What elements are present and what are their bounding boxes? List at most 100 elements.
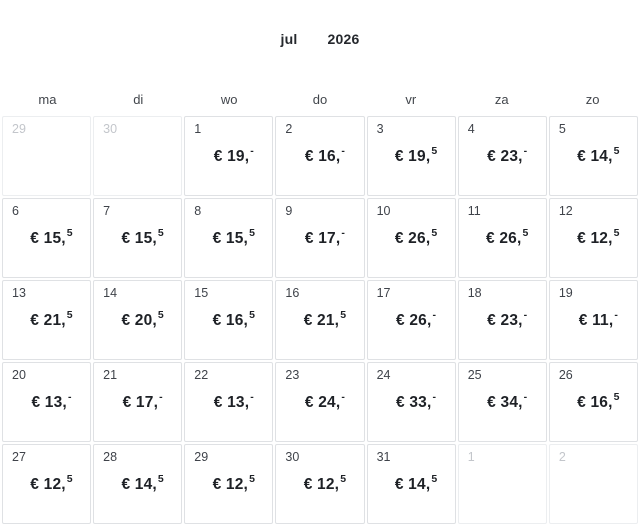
- day-cell[interactable]: 17 € 26,-: [366, 280, 456, 360]
- price-label: € 34,-: [487, 390, 528, 411]
- calendar-grid: 29 30 1 € 19,- 2 € 16,- 3 € 19,5 4 € 23,- 5 € 14,5 6…: [0, 116, 640, 524]
- day-number: 1: [194, 122, 202, 136]
- day-number: 16: [285, 286, 300, 300]
- day-number: 8: [194, 204, 202, 218]
- day-cell[interactable]: 22 € 13,-: [184, 362, 274, 442]
- price-label: € 26,5: [486, 226, 529, 247]
- day-cell[interactable]: 14 € 20,5: [93, 280, 183, 360]
- day-number: 30: [285, 450, 300, 464]
- day-number: 11: [467, 204, 481, 218]
- day-number: 20: [12, 368, 26, 382]
- price-label: € 15,5: [30, 226, 73, 247]
- price-label: € 16,-: [304, 144, 346, 165]
- day-cell[interactable]: 26 € 16,5: [548, 362, 638, 442]
- price-label: € 12,5: [30, 472, 73, 493]
- weekday-row: ma di wo do vr za zo: [0, 92, 640, 107]
- price-label: € 23,-: [487, 144, 528, 165]
- price-label: € 24,-: [304, 390, 346, 411]
- day-cell[interactable]: 12 € 12,5: [548, 198, 638, 278]
- day-number: 30: [103, 122, 118, 136]
- day-number: 3: [376, 122, 384, 136]
- day-number: 5: [558, 122, 566, 136]
- weekday-label: ma: [38, 92, 57, 107]
- price-label: € 19,5: [394, 144, 438, 165]
- day-number: 19: [558, 286, 573, 300]
- day-number: 29: [12, 122, 26, 136]
- price-label: € 13,-: [31, 390, 72, 411]
- day-cell[interactable]: 31 € 14,5: [366, 444, 456, 524]
- day-cell[interactable]: 11 € 26,5: [457, 198, 547, 278]
- month-select[interactable]: jul: [280, 31, 298, 47]
- day-number: 23: [285, 368, 300, 382]
- day-cell[interactable]: 27 € 12,5: [2, 444, 92, 524]
- day-cell[interactable]: 18 € 23,-: [457, 280, 547, 360]
- price-label: € 13,-: [213, 390, 254, 411]
- price-label: € 12,5: [212, 472, 256, 493]
- day-cell[interactable]: 13 € 21,5: [2, 280, 92, 360]
- day-cell[interactable]: 30 € 12,5: [275, 444, 365, 524]
- day-number: 29: [194, 450, 209, 464]
- price-label: € 20,5: [121, 308, 164, 329]
- day-cell[interactable]: 19 € 11,-: [548, 280, 638, 360]
- weekday-label: zo: [585, 92, 600, 107]
- price-label: € 26,-: [396, 308, 437, 329]
- price-label: € 33,-: [396, 390, 437, 411]
- day-cell[interactable]: 24 € 33,-: [366, 362, 456, 442]
- day-number: 4: [467, 122, 475, 136]
- weekday-label: vr: [405, 92, 417, 107]
- day-cell[interactable]: 4 € 23,-: [457, 116, 547, 196]
- price-label: € 15,5: [121, 226, 164, 247]
- day-cell[interactable]: 6 € 15,5: [2, 198, 92, 278]
- day-cell[interactable]: 21 € 17,-: [93, 362, 183, 442]
- day-number: 12: [558, 204, 573, 218]
- weekday-label: za: [494, 92, 509, 107]
- year-select[interactable]: 2026: [327, 31, 360, 47]
- day-cell[interactable]: 28 € 14,5: [93, 444, 183, 524]
- day-number: 13: [12, 286, 26, 300]
- day-cell[interactable]: 3 € 19,5: [366, 116, 456, 196]
- price-label: € 21,5: [30, 308, 73, 329]
- price-label: € 15,5: [212, 226, 256, 247]
- price-label: € 16,5: [212, 308, 256, 329]
- day-number: 15: [194, 286, 209, 300]
- day-cell: 30: [93, 116, 183, 196]
- price-label: € 14,5: [577, 144, 620, 165]
- weekday-label: do: [312, 92, 328, 107]
- day-number: 27: [12, 450, 26, 464]
- day-number: 10: [376, 204, 391, 218]
- day-number: 26: [558, 368, 573, 382]
- day-number: 7: [103, 204, 111, 218]
- day-number: 31: [376, 450, 391, 464]
- day-number: 6: [12, 204, 19, 218]
- day-cell[interactable]: 8 € 15,5: [184, 198, 274, 278]
- day-cell[interactable]: 7 € 15,5: [93, 198, 183, 278]
- price-label: € 11,-: [578, 308, 619, 329]
- price-label: € 17,-: [304, 226, 346, 247]
- day-cell[interactable]: 25 € 34,-: [457, 362, 547, 442]
- day-cell[interactable]: 29 € 12,5: [184, 444, 274, 524]
- day-number: 14: [103, 286, 118, 300]
- day-cell[interactable]: 15 € 16,5: [184, 280, 274, 360]
- price-label: € 26,5: [394, 226, 438, 247]
- price-label: € 14,5: [394, 472, 438, 493]
- day-cell[interactable]: 9 € 17,-: [275, 198, 365, 278]
- day-cell[interactable]: 10 € 26,5: [366, 198, 456, 278]
- day-cell[interactable]: 16 € 21,5: [275, 280, 365, 360]
- day-cell[interactable]: 23 € 24,-: [275, 362, 365, 442]
- day-number: 18: [467, 286, 482, 300]
- day-number: 21: [103, 368, 118, 382]
- day-cell[interactable]: 5 € 14,5: [548, 116, 638, 196]
- day-cell[interactable]: 2 € 16,-: [275, 116, 365, 196]
- price-label: € 12,5: [577, 226, 620, 247]
- day-number: 2: [558, 450, 566, 464]
- day-number: 22: [194, 368, 209, 382]
- day-number: 2: [285, 122, 293, 136]
- day-cell[interactable]: 20 € 13,-: [2, 362, 92, 442]
- day-cell[interactable]: 1 € 19,-: [184, 116, 274, 196]
- day-number: 9: [285, 204, 293, 218]
- day-number: 25: [467, 368, 482, 382]
- price-label: € 23,-: [487, 308, 528, 329]
- price-label: € 12,5: [303, 472, 347, 493]
- calendar-header: jul 2026: [0, 0, 640, 47]
